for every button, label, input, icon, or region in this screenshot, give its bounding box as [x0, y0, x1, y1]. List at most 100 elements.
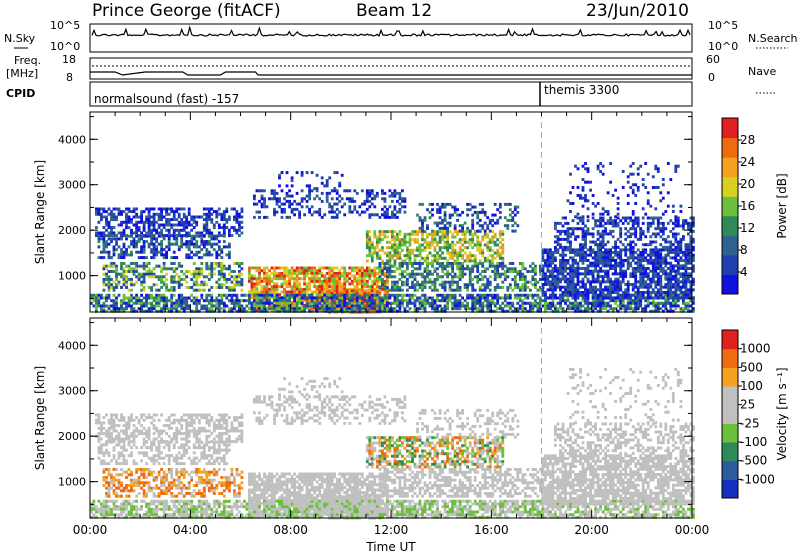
heatmap-cell [571, 275, 575, 278]
heatmap-cell [258, 274, 261, 278]
heatmap-cell [233, 218, 236, 222]
heatmap-cell [285, 266, 289, 270]
heatmap-cell [152, 275, 156, 279]
heatmap-cell [458, 307, 462, 311]
heatmap-cell [476, 293, 480, 297]
heatmap-cell [330, 215, 334, 219]
heatmap-cell [210, 242, 214, 246]
heatmap-cell [200, 262, 204, 265]
heatmap-cell [220, 293, 224, 297]
heatmap-cell [478, 288, 482, 292]
heatmap-cell [205, 267, 209, 271]
heatmap-cell [122, 231, 126, 235]
heatmap-cell [255, 306, 259, 310]
heatmap-cell [541, 299, 545, 303]
heatmap-cell [393, 240, 397, 244]
heatmap-cell [676, 251, 680, 254]
heatmap-cell [431, 283, 434, 287]
heatmap-cell [157, 301, 161, 305]
heatmap-cell [433, 240, 437, 244]
heatmap-cell [120, 253, 123, 257]
heatmap-cell [375, 304, 379, 308]
heatmap-cell [157, 223, 161, 227]
heatmap-cell [115, 296, 118, 300]
heatmap-cell [451, 235, 455, 239]
heatmap-cell [330, 269, 334, 273]
heatmap-cell [97, 234, 101, 238]
heatmap-cell [626, 248, 630, 252]
heatmap-cell [534, 304, 537, 308]
heatmap-cell [591, 307, 595, 311]
heatmap-cell [107, 270, 111, 273]
heatmap-cell [491, 264, 495, 268]
heatmap-cell [626, 283, 630, 286]
heatmap-cell [423, 259, 427, 263]
heatmap-cell [388, 246, 392, 250]
heatmap-cell [453, 251, 457, 255]
heatmap-cell [518, 286, 522, 289]
heatmap-cell [255, 309, 259, 313]
heatmap-cell [172, 210, 176, 214]
heatmap-cell [212, 272, 216, 276]
heatmap-cell [529, 307, 532, 311]
heatmap-cell [285, 215, 289, 219]
heatmap-cell [661, 309, 665, 313]
heatmap-cell [406, 254, 409, 258]
heatmap-cell [654, 264, 658, 268]
heatmap-cell [318, 277, 322, 281]
heatmap-cell [333, 291, 337, 295]
heatmap-cell [97, 210, 101, 214]
heatmap-cell [140, 245, 144, 249]
heatmap-cell [217, 307, 221, 311]
heatmap-cell [167, 234, 171, 238]
heatmap-cell [403, 254, 407, 258]
heatmap-cell [280, 207, 284, 211]
heatmap-cell [616, 277, 620, 281]
heatmap-cell [386, 235, 389, 239]
heatmap-cell [621, 277, 625, 281]
heatmap-cell [132, 296, 136, 300]
heatmap-cell [273, 307, 276, 311]
heatmap-cell [350, 293, 354, 297]
heatmap-cell [253, 274, 256, 278]
heatmap-cell [581, 296, 585, 300]
heatmap-cell [453, 275, 457, 279]
heatmap-cell [152, 220, 156, 224]
heatmap-cell [584, 301, 587, 305]
heatmap-cell [273, 301, 276, 305]
heatmap-cell [391, 210, 394, 214]
heatmap-cell [378, 307, 382, 311]
heatmap-cell [295, 304, 299, 308]
heatmap-cell [674, 264, 678, 268]
heatmap-cell [370, 213, 374, 217]
heatmap-cell [689, 309, 693, 313]
heatmap-cell [626, 301, 630, 305]
heatmap-cell [358, 287, 362, 291]
heatmap-cell [142, 250, 146, 254]
heatmap-cell [170, 286, 174, 289]
heatmap-cell [451, 304, 455, 308]
heatmap-cell [207, 267, 211, 271]
heatmap-cell [423, 240, 427, 244]
heatmap-cell [428, 301, 432, 305]
heatmap-cell [531, 304, 535, 308]
heatmap-cell [370, 307, 374, 311]
heatmap-cell [212, 267, 216, 271]
heatmap-cell [175, 242, 179, 246]
heatmap-cell [350, 274, 354, 278]
heatmap-cell [298, 215, 302, 219]
heatmap-cell [207, 215, 211, 219]
heatmap-cell [378, 215, 382, 219]
heatmap-cell [162, 253, 166, 257]
heatmap-cell [641, 269, 645, 273]
heatmap-cell [137, 296, 141, 300]
heatmap-cell [105, 242, 108, 246]
heatmap-cell [604, 251, 608, 254]
heatmap-cell [192, 272, 196, 276]
heatmap-cell [177, 283, 181, 287]
heatmap-cell [523, 275, 527, 279]
heatmap-cell [554, 224, 557, 228]
heatmap-cell [599, 275, 603, 278]
heatmap-cell [669, 248, 673, 252]
heatmap-cell [290, 309, 294, 313]
